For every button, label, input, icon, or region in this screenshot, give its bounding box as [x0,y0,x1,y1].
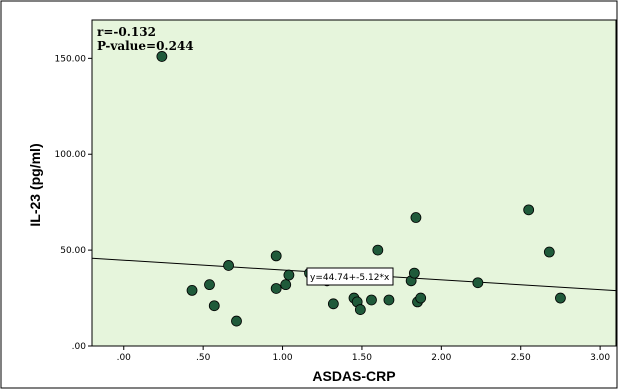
data-point [280,279,292,291]
x-axis: .00 .50 1.00 1.50 2.00 2.50 3.00 [117,346,610,363]
x-tick-label: 3.00 [590,353,610,363]
data-point [366,294,377,306]
data-points [156,51,566,327]
x-tick-label: 2.50 [511,353,531,363]
correlation-r-label: r=-0.132 [97,25,156,39]
x-tick-label: 1.00 [273,353,293,363]
data-point [472,277,484,289]
regression-equation-label: y=44.74+-5.12*x [310,273,390,283]
data-point [327,298,339,310]
data-point [372,244,384,256]
x-tick-label: .00 [117,353,132,363]
x-axis-title: ASDAS-CRP [312,368,395,384]
data-point [415,292,427,304]
y-axis: .00 50.00 100.00 150.00 [55,54,92,352]
y-tick-label: 50.00 [60,246,86,256]
y-tick-label: .00 [72,342,87,352]
data-point [208,300,220,312]
regression-equation-frame [306,267,394,286]
x-tick-label: 2.00 [431,353,451,363]
data-point [383,294,395,306]
plot-area [91,19,617,347]
data-point [231,315,242,327]
data-point [270,283,282,294]
data-point [408,267,420,279]
regression-equation-box: y=44.74+-5.12*x [306,267,394,286]
x-tick-label: .50 [196,353,211,363]
y-tick-label: 100.00 [55,150,87,160]
data-point [354,304,366,315]
data-point [410,212,422,223]
data-point [555,292,566,304]
y-axis-title: IL-23 (pg/ml) [27,143,43,226]
data-point [186,284,198,296]
data-point [223,260,234,271]
data-point [204,279,215,291]
data-point [270,250,282,262]
x-tick-label: 1.50 [352,353,372,363]
y-tick-label: 150.00 [55,54,87,64]
data-point [283,269,295,281]
data-point [156,51,168,62]
data-point [523,204,535,216]
data-point [543,246,555,258]
p-value-label: P-value=0.244 [97,39,194,53]
